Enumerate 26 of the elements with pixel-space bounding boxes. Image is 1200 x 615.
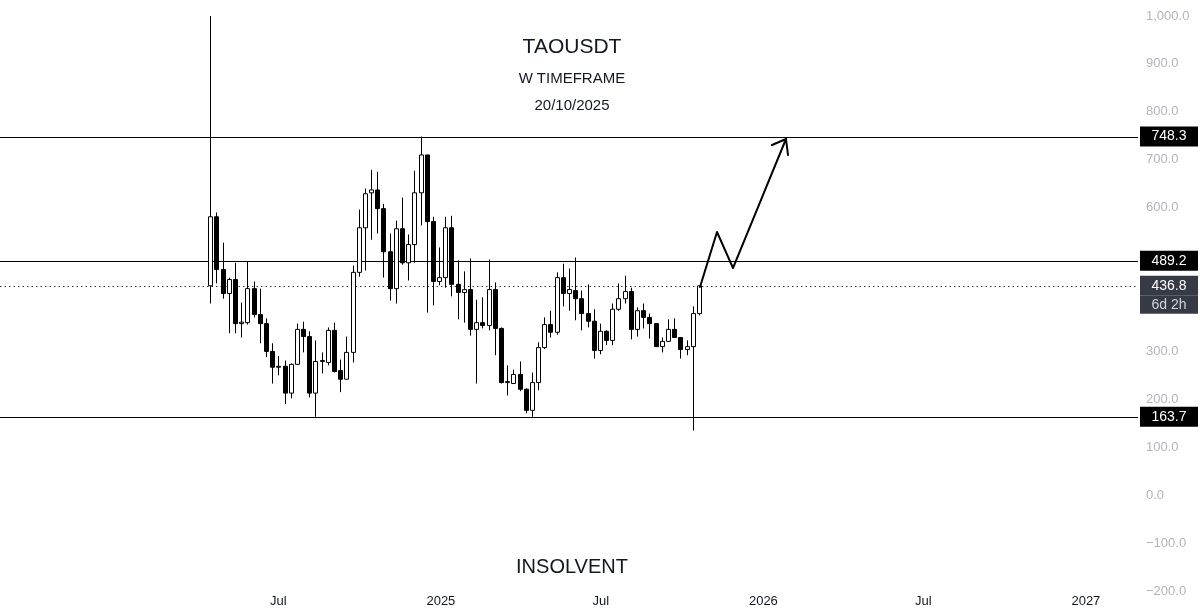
- y-tick-label: 1,000.0: [1146, 7, 1190, 23]
- text: TAOUSDT: [522, 33, 622, 57]
- ref-line-label: 748.3: [1151, 127, 1187, 144]
- text: 6d 2h: [1151, 295, 1187, 312]
- ref-line-label: 489.2: [1151, 251, 1187, 268]
- x-tick-label: Jul: [270, 593, 287, 609]
- y-tick-label: −100.0: [1146, 534, 1187, 550]
- y-tick-label: 100.0: [1146, 438, 1179, 454]
- y-tick-label: 900.0: [1146, 55, 1179, 71]
- y-tick-label: 700.0: [1146, 151, 1179, 167]
- annotation: 20/10/2025: [534, 96, 610, 114]
- y-tick-label: −200.0: [1146, 582, 1187, 598]
- text: W TIMEFRAME: [518, 69, 626, 87]
- ref-line-label: 163.7: [1151, 407, 1187, 424]
- y-tick-label: 300.0: [1146, 342, 1179, 358]
- y-tick-label: 200.0: [1146, 390, 1179, 406]
- annotation: INSOLVENT: [516, 554, 628, 577]
- ref-line-label: 436.8: [1151, 276, 1187, 293]
- y-tick-label: 600.0: [1146, 199, 1179, 215]
- y-tick-label: 0.0: [1146, 486, 1165, 502]
- x-tick-label: Jul: [592, 593, 610, 609]
- x-tick-label: 2026: [748, 593, 778, 609]
- y-tick-label: 800.0: [1146, 103, 1179, 119]
- x-tick-label: 2025: [426, 593, 456, 609]
- x-tick-label: Jul: [914, 593, 932, 609]
- x-tick-label: 2027: [1071, 593, 1101, 609]
